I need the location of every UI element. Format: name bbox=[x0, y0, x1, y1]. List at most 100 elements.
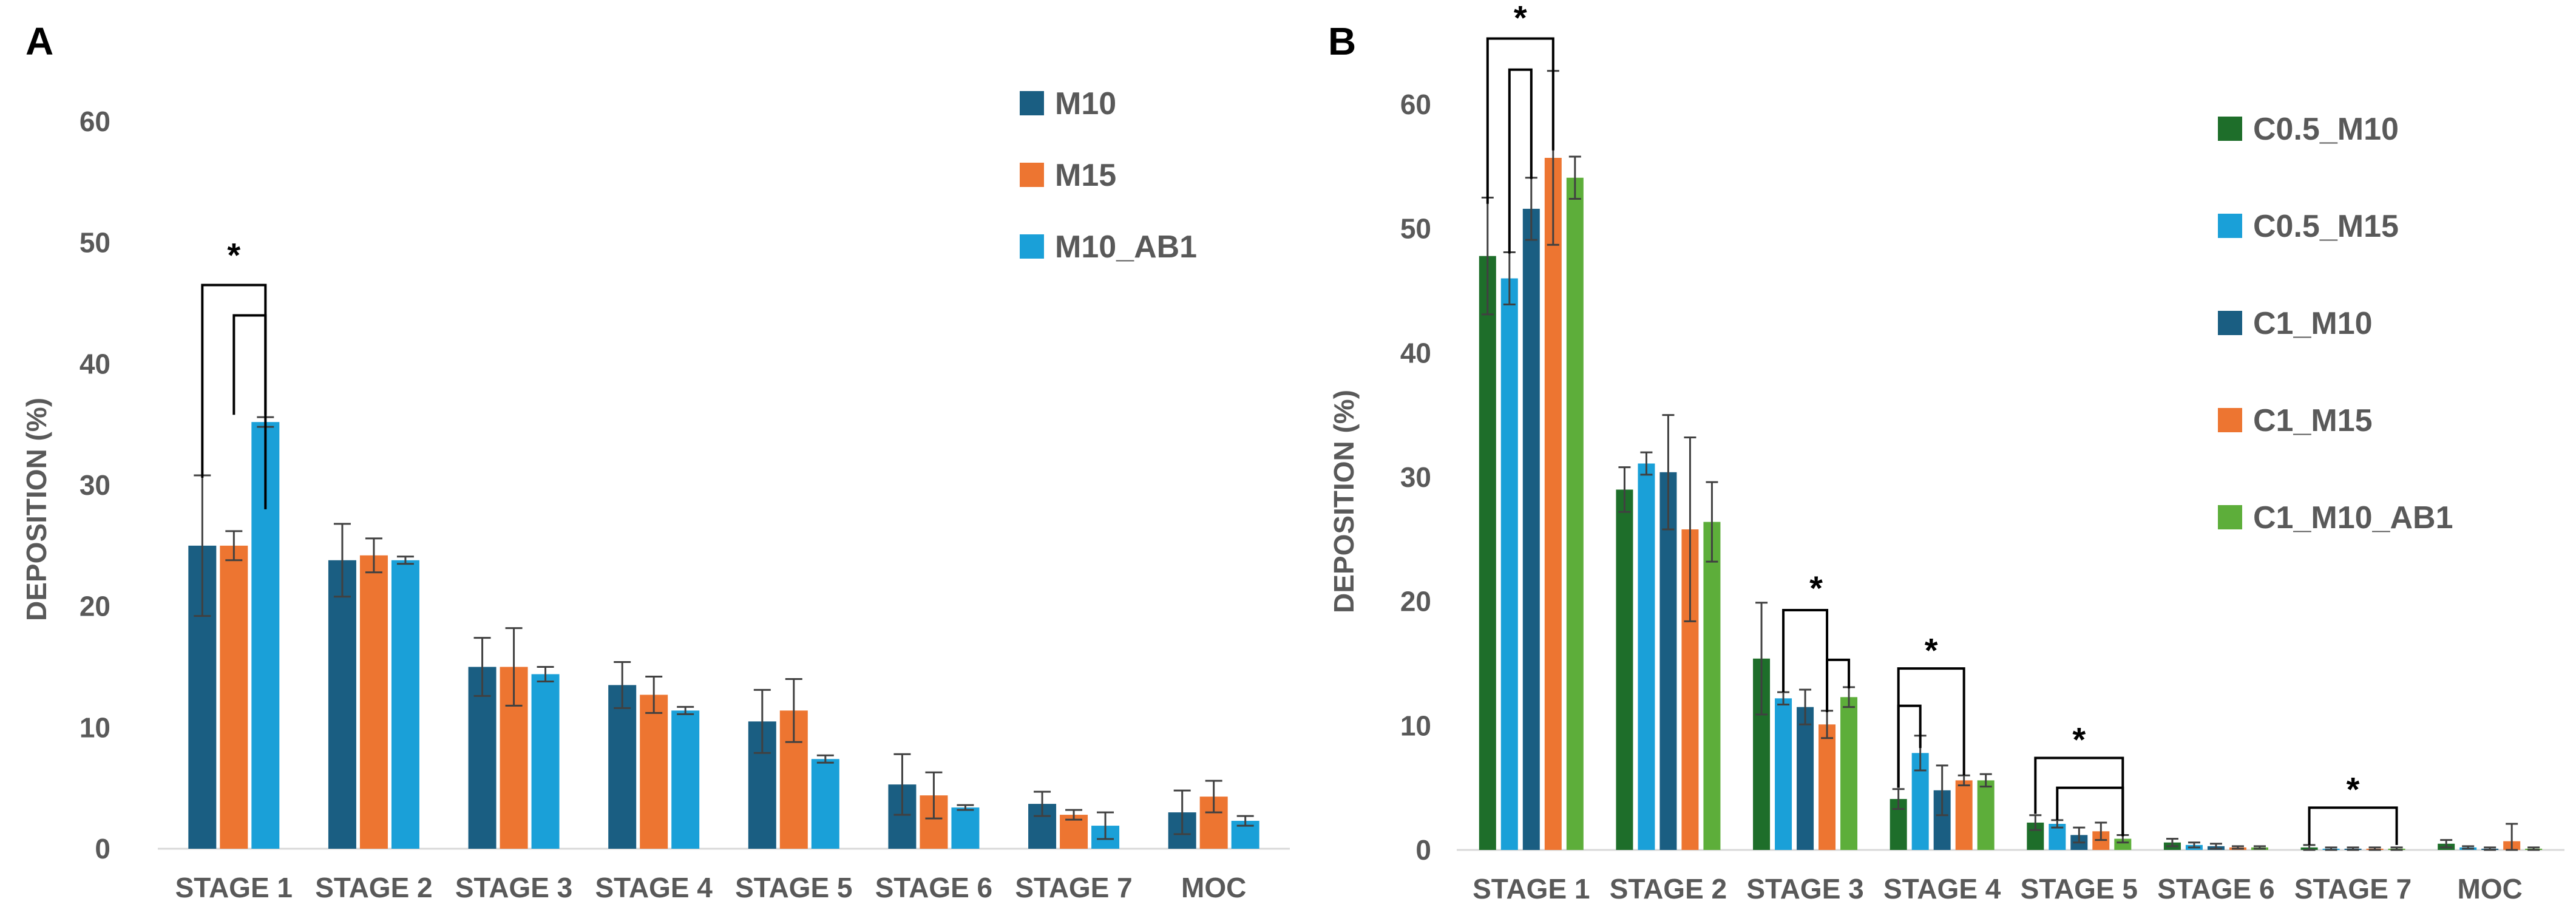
bar-M15-stage-1 bbox=[220, 545, 248, 849]
error-bar bbox=[1662, 414, 1675, 531]
bar-M10-stage-3 bbox=[468, 667, 497, 849]
x-tick-label: STAGE 7 bbox=[1015, 872, 1132, 903]
error-bar bbox=[1892, 788, 1905, 810]
x-tick-label: STAGE 1 bbox=[175, 872, 293, 903]
significance-bracket bbox=[1486, 37, 1554, 204]
x-tick-label: STAGE 3 bbox=[455, 872, 572, 903]
legend-swatch bbox=[2218, 505, 2242, 529]
error-bar bbox=[225, 530, 243, 562]
bar-C1_M15-stage-4 bbox=[1955, 780, 1973, 850]
bar-M10-stage-4 bbox=[608, 685, 637, 849]
significance-bracket bbox=[2034, 756, 2124, 837]
error-bar bbox=[1618, 466, 1631, 513]
y-axis-label: DEPOSITION (%) bbox=[1328, 390, 1360, 613]
legend-label: C1_M10 bbox=[2253, 306, 2373, 341]
error-bar bbox=[2253, 845, 2266, 850]
x-tick-label: STAGE 2 bbox=[315, 872, 432, 903]
bar-M10_AB1-stage-3 bbox=[531, 674, 560, 849]
legend-label: C1_M15 bbox=[2253, 403, 2373, 438]
significance-star: * bbox=[227, 236, 240, 274]
error-bar bbox=[753, 688, 771, 754]
bar-M10_AB1-stage-5 bbox=[811, 759, 839, 849]
y-tick-label: 0 bbox=[1415, 834, 1431, 866]
bar-C1_M10-stage-2 bbox=[1659, 472, 1677, 850]
bar-C1_M10_AB1-stage-5 bbox=[2114, 838, 2132, 850]
legend-swatch bbox=[1020, 163, 1044, 187]
significance-star: * bbox=[2347, 770, 2360, 809]
y-tick-label: 20 bbox=[80, 591, 110, 622]
error-bar bbox=[1755, 602, 1768, 716]
error-bar bbox=[2209, 843, 2222, 850]
error-bar bbox=[2029, 814, 2042, 831]
bar-M10_AB1-stage-6 bbox=[951, 807, 980, 849]
bar-C1_M15-stage-3 bbox=[1818, 724, 1836, 850]
error-bar bbox=[1799, 688, 1812, 725]
legend-label: C0.5_M10 bbox=[2253, 112, 2399, 147]
legend-label: M15 bbox=[1055, 158, 1116, 193]
x-tick-label: STAGE 7 bbox=[2294, 873, 2412, 905]
panel-a-chart: A 0 10 20 30 40 50 60 DEPOSITION (%) STAGE 1 STAGE… bbox=[21, 19, 1290, 903]
significance-bracket bbox=[232, 314, 267, 415]
error-bar bbox=[2527, 846, 2540, 851]
legend-swatch bbox=[2218, 214, 2242, 238]
legend-swatch bbox=[2218, 117, 2242, 141]
error-bar bbox=[957, 804, 974, 811]
error-bar bbox=[505, 627, 523, 707]
x-tick-label: STAGE 3 bbox=[1746, 873, 1863, 905]
error-bar bbox=[1097, 811, 1114, 840]
error-bar bbox=[2347, 846, 2359, 851]
significance-bracket bbox=[1826, 658, 1851, 712]
legend-swatch bbox=[2218, 408, 2242, 432]
legend-swatch bbox=[1020, 234, 1044, 259]
bar-C1_M10_AB1-stage-4 bbox=[1977, 780, 1995, 850]
y-tick-label: 50 bbox=[1400, 213, 1431, 245]
y-tick-label: 60 bbox=[80, 106, 110, 137]
error-bar bbox=[1684, 437, 1696, 622]
y-tick-label: 20 bbox=[1400, 586, 1431, 617]
error-bar bbox=[333, 523, 351, 598]
error-bar bbox=[1568, 155, 1581, 200]
error-bar bbox=[816, 754, 834, 764]
legend-label: C1_M10_AB1 bbox=[2253, 500, 2453, 535]
error-bar bbox=[2231, 845, 2244, 850]
error-bar bbox=[645, 675, 663, 714]
bar-C0.5_M10-stage-2 bbox=[1616, 489, 1633, 850]
x-tick-label: STAGE 4 bbox=[595, 872, 713, 903]
error-bar bbox=[473, 637, 491, 697]
y-tick-label: 50 bbox=[80, 227, 110, 259]
x-tick-label: MOC bbox=[1181, 872, 1246, 903]
bar-C0.5_M15-stage-2 bbox=[1638, 463, 1655, 850]
significance-bracket bbox=[1508, 68, 1533, 254]
error-bar bbox=[677, 705, 694, 715]
error-bar bbox=[925, 771, 943, 820]
x-tick-label: STAGE 6 bbox=[2157, 873, 2274, 905]
y-tick-label: 30 bbox=[1400, 461, 1431, 493]
error-bar bbox=[1706, 481, 1718, 563]
error-bar bbox=[2166, 838, 2178, 848]
bar-C1_M10-stage-1 bbox=[1522, 208, 1540, 850]
error-bar bbox=[893, 753, 911, 816]
significance-star: * bbox=[1925, 631, 1938, 669]
bar-C1_M10_AB1-stage-3 bbox=[1840, 697, 1858, 850]
y-tick-label: 0 bbox=[95, 833, 110, 865]
y-tick-label: 40 bbox=[80, 348, 110, 379]
error-bar bbox=[396, 555, 414, 565]
legend-label: C0.5_M15 bbox=[2253, 209, 2399, 244]
error-bar bbox=[537, 666, 554, 682]
x-tick-label: STAGE 6 bbox=[875, 872, 992, 903]
error-bar bbox=[365, 537, 382, 574]
bar-M10_AB1-stage-4 bbox=[671, 710, 700, 849]
bar-M15-stage-4 bbox=[640, 695, 668, 849]
error-bar bbox=[1640, 451, 1653, 476]
significance-star: * bbox=[1514, 0, 1527, 37]
error-bar bbox=[1034, 790, 1051, 817]
error-bar bbox=[2440, 839, 2453, 849]
bar-M10-stage-2 bbox=[328, 560, 356, 849]
significance-bracket bbox=[1897, 704, 1922, 788]
error-bar bbox=[785, 678, 802, 743]
bar-C1_M15-stage-1 bbox=[1544, 158, 1562, 851]
panel-letter-b: B bbox=[1328, 19, 1356, 63]
error-bar bbox=[2073, 826, 2086, 844]
significance-star: * bbox=[2072, 721, 2086, 759]
